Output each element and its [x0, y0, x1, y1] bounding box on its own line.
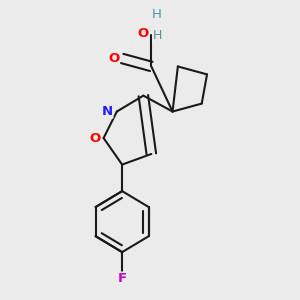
Text: H: H — [153, 29, 162, 42]
Text: O: O — [108, 52, 119, 65]
Text: O: O — [90, 132, 101, 145]
Text: O: O — [137, 27, 149, 40]
Text: N: N — [102, 105, 113, 118]
Text: F: F — [118, 272, 127, 285]
Text: H: H — [152, 8, 162, 21]
